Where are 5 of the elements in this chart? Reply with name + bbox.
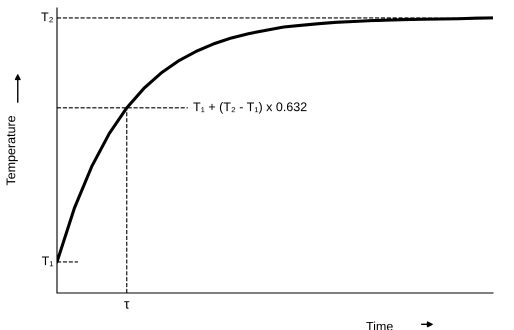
y-axis-title: Temperature [6, 116, 18, 186]
ref-line-label: T₁ [42, 256, 54, 266]
text: τ [124, 301, 130, 309]
ref-line-label: T₂ [41, 12, 53, 22]
ref-line-label: T₁ + (T₂ - T₁) x 0.632 [193, 102, 307, 114]
